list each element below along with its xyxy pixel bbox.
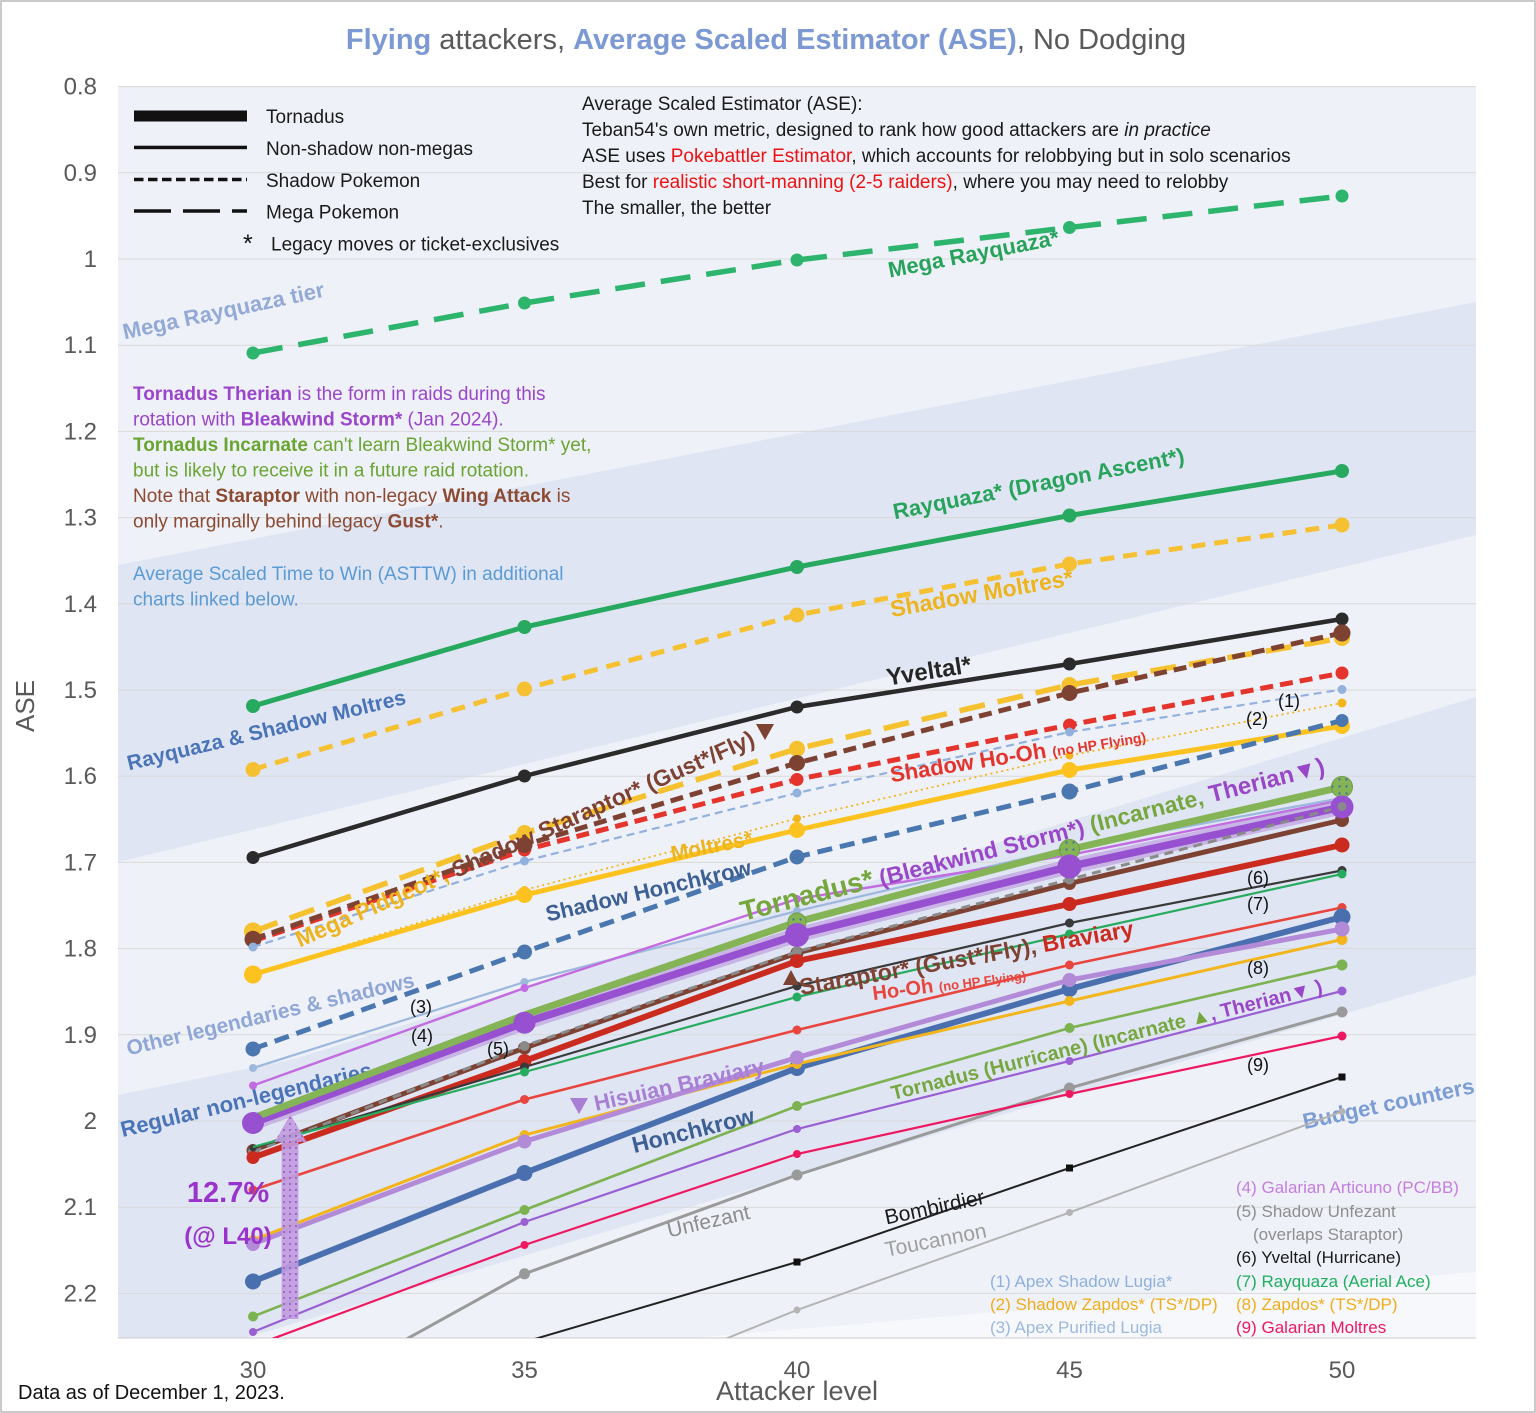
svg-text:2.2: 2.2 — [64, 1280, 97, 1307]
svg-text:but is likely to receive it in: but is likely to receive it in a future … — [133, 461, 529, 482]
svg-text:12.7%: 12.7% — [187, 1177, 269, 1209]
svg-text:Mega Pokemon: Mega Pokemon — [266, 203, 399, 224]
svg-text:Tornadus: Tornadus — [266, 107, 344, 128]
svg-text:rotation with Bleakwind Storm*: rotation with Bleakwind Storm* (Jan 2024… — [133, 410, 504, 431]
svg-text:1.3: 1.3 — [64, 505, 97, 532]
svg-text:(4) Galarian Articuno (PC/BB): (4) Galarian Articuno (PC/BB) — [1236, 1178, 1459, 1197]
svg-text:Tornadus Incarnate can't learn: Tornadus Incarnate can't learn Bleakwind… — [133, 435, 591, 456]
svg-text:(8): (8) — [1247, 958, 1269, 978]
svg-text:Data as of December 1, 2023.: Data as of December 1, 2023. — [18, 1382, 285, 1404]
svg-text:Tornadus Therian is the form i: Tornadus Therian is the form in raids du… — [133, 384, 546, 405]
svg-text:1: 1 — [84, 246, 97, 273]
svg-text:ASE: ASE — [10, 680, 40, 732]
svg-text:Best for realistic short-manni: Best for realistic short-manning (2-5 ra… — [582, 172, 1229, 193]
svg-text:(6): (6) — [1247, 868, 1269, 888]
svg-text:The smaller, the better: The smaller, the better — [582, 198, 772, 219]
svg-text:(7) Rayquaza (Aerial Ace): (7) Rayquaza (Aerial Ace) — [1236, 1272, 1431, 1291]
svg-text:(2) Shadow Zapdos* (TS*/DP): (2) Shadow Zapdos* (TS*/DP) — [990, 1295, 1218, 1314]
svg-text:Average Scaled Time to Win (AS: Average Scaled Time to Win (ASTTW) in ad… — [133, 564, 564, 585]
svg-text:(8) Zapdos* (TS*/DP): (8) Zapdos* (TS*/DP) — [1236, 1295, 1398, 1314]
svg-text:(9) Galarian Moltres: (9) Galarian Moltres — [1236, 1318, 1386, 1337]
svg-text:(4): (4) — [411, 1026, 433, 1046]
svg-text:1.5: 1.5 — [64, 677, 97, 704]
svg-text:ASE uses Pokebattler Estimator: ASE uses Pokebattler Estimator, which ac… — [582, 146, 1291, 167]
svg-text:2.1: 2.1 — [64, 1194, 97, 1221]
svg-text:(3): (3) — [410, 997, 432, 1017]
svg-text:1.9: 1.9 — [64, 1022, 97, 1049]
svg-text:0.8: 0.8 — [64, 74, 97, 101]
svg-text:(6) Yveltal (Hurricane): (6) Yveltal (Hurricane) — [1236, 1248, 1401, 1267]
svg-text:Note that Staraptor with non-l: Note that Staraptor with non-legacy Wing… — [133, 486, 570, 507]
svg-text:Teban54's own metric, designed: Teban54's own metric, designed to rank h… — [582, 120, 1211, 141]
svg-text:Flying attackers, Average Scal: Flying attackers, Average Scaled Estimat… — [346, 24, 1186, 56]
svg-text:(5): (5) — [487, 1039, 509, 1059]
svg-text:30: 30 — [240, 1357, 267, 1384]
svg-text:(overlaps Staraptor): (overlaps Staraptor) — [1253, 1225, 1403, 1244]
svg-text:45: 45 — [1056, 1357, 1083, 1384]
svg-text:charts linked below.: charts linked below. — [133, 590, 299, 611]
svg-text:1.1: 1.1 — [64, 332, 97, 359]
svg-text:1.7: 1.7 — [64, 849, 97, 876]
svg-text:1.4: 1.4 — [64, 591, 97, 618]
svg-text:(7): (7) — [1247, 894, 1269, 914]
svg-text:2: 2 — [84, 1108, 97, 1135]
svg-text:1.2: 1.2 — [64, 418, 97, 445]
svg-text:(@ L40): (@ L40) — [184, 1223, 271, 1250]
svg-text:1.6: 1.6 — [64, 763, 97, 790]
svg-text:only marginally behind legacy: only marginally behind legacy Gust*. — [133, 512, 444, 533]
svg-text:(5) Shadow Unfezant: (5) Shadow Unfezant — [1236, 1202, 1396, 1221]
svg-text:(1): (1) — [1278, 691, 1300, 711]
svg-text:1.8: 1.8 — [64, 936, 97, 963]
svg-text:Shadow Pokemon: Shadow Pokemon — [266, 171, 420, 192]
svg-text:(2): (2) — [1246, 709, 1268, 729]
svg-text:(3) Apex Purified Lugia: (3) Apex Purified Lugia — [990, 1318, 1163, 1337]
svg-text:Non-shadow non-megas: Non-shadow non-megas — [266, 139, 473, 160]
svg-text:0.9: 0.9 — [64, 160, 97, 187]
svg-text:Average Scaled Estimator (ASE): Average Scaled Estimator (ASE): — [582, 94, 863, 115]
svg-text:40: 40 — [784, 1357, 811, 1384]
svg-text:Legacy moves or ticket-exclusi: Legacy moves or ticket-exclusives — [271, 235, 559, 256]
svg-text:Attacker level: Attacker level — [716, 1376, 878, 1406]
svg-text:35: 35 — [511, 1357, 538, 1384]
svg-text:(9): (9) — [1247, 1055, 1269, 1075]
svg-text:*: * — [243, 230, 253, 258]
svg-text:(1) Apex Shadow Lugia*: (1) Apex Shadow Lugia* — [990, 1272, 1173, 1291]
svg-text:50: 50 — [1329, 1357, 1356, 1384]
